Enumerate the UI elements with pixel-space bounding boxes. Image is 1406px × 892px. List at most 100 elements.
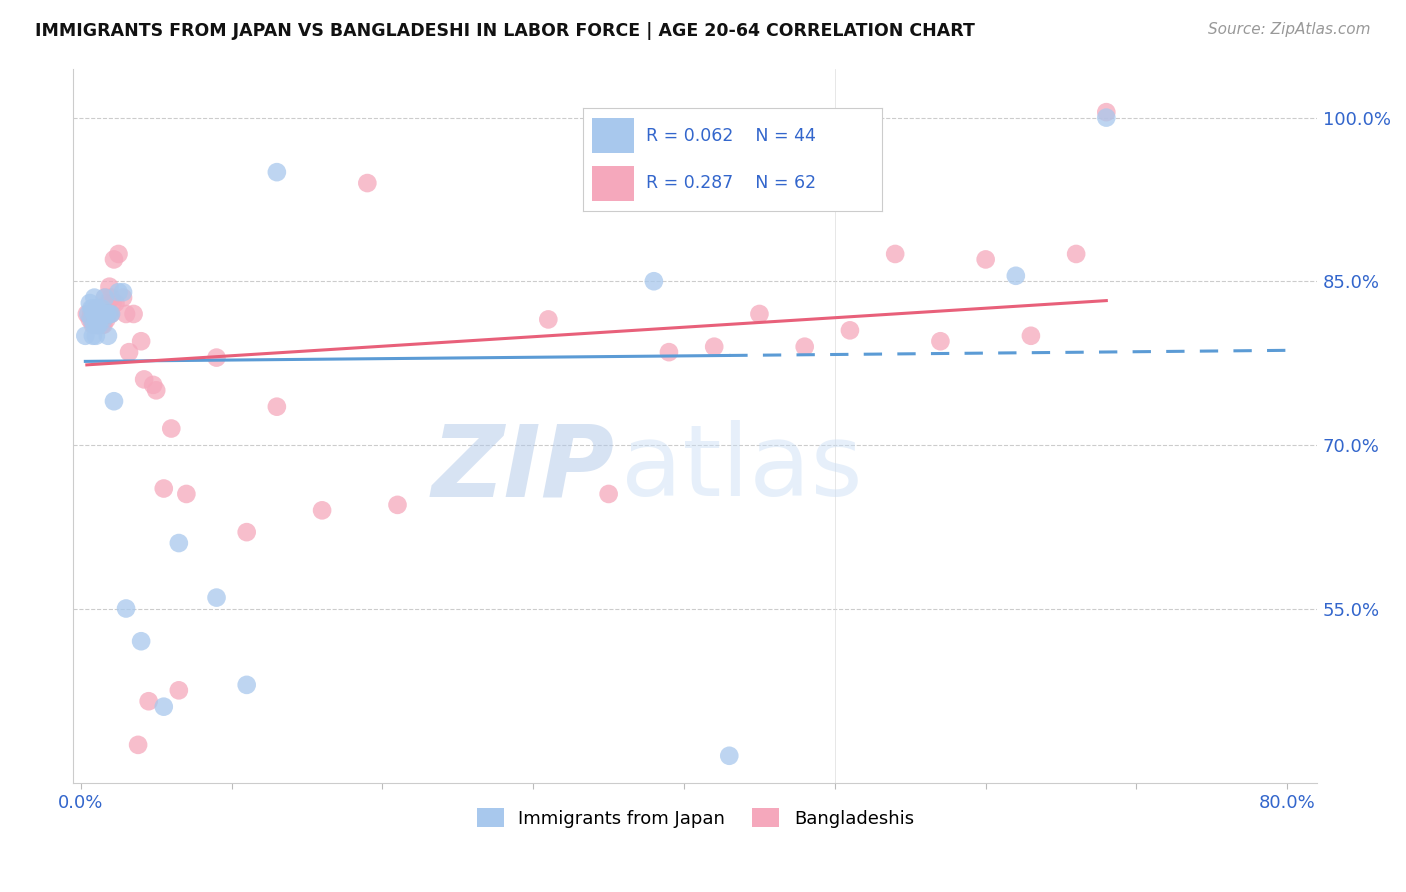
Point — [134, 372, 156, 386]
Point — [80, 312, 103, 326]
Point — [129, 634, 152, 648]
Point — [127, 738, 149, 752]
Point — [104, 296, 127, 310]
Point — [82, 328, 104, 343]
Point — [86, 318, 108, 332]
Point — [90, 307, 112, 321]
Point — [160, 421, 183, 435]
Point — [80, 307, 103, 321]
Point — [82, 318, 104, 332]
Point — [142, 377, 165, 392]
Point — [1095, 105, 1118, 120]
Point — [86, 318, 108, 332]
Point — [90, 301, 112, 316]
Point — [598, 487, 620, 501]
Point — [84, 312, 107, 326]
Point — [107, 285, 129, 300]
Point — [93, 307, 115, 321]
Point — [83, 307, 105, 321]
Point — [89, 312, 111, 326]
Point — [84, 328, 107, 343]
Text: IMMIGRANTS FROM JAPAN VS BANGLADESHI IN LABOR FORCE | AGE 20-64 CORRELATION CHAR: IMMIGRANTS FROM JAPAN VS BANGLADESHI IN … — [35, 22, 974, 40]
Point — [176, 487, 198, 501]
Point — [94, 291, 117, 305]
Point — [205, 591, 228, 605]
Point — [89, 307, 111, 321]
Point — [82, 301, 104, 316]
Point — [76, 307, 98, 321]
Point — [100, 291, 122, 305]
Point — [83, 318, 105, 332]
Point — [101, 296, 124, 310]
Point — [167, 536, 190, 550]
Point — [205, 351, 228, 365]
Point — [658, 345, 681, 359]
Point — [115, 601, 138, 615]
Point — [96, 307, 118, 321]
Point — [79, 296, 101, 310]
Point — [974, 252, 997, 267]
Point — [1019, 328, 1042, 343]
Text: Source: ZipAtlas.com: Source: ZipAtlas.com — [1208, 22, 1371, 37]
Point — [1064, 247, 1087, 261]
Point — [115, 307, 138, 321]
Point — [86, 301, 108, 316]
Point — [112, 291, 135, 305]
Point — [90, 307, 112, 321]
Legend: Immigrants from Japan, Bangladeshis: Immigrants from Japan, Bangladeshis — [470, 801, 921, 835]
Point — [93, 312, 115, 326]
Point — [718, 748, 741, 763]
Point — [112, 285, 135, 300]
Point — [90, 318, 112, 332]
Point — [89, 301, 111, 316]
Point — [96, 307, 118, 321]
Point — [97, 328, 120, 343]
Point — [839, 323, 862, 337]
Point — [87, 318, 110, 332]
Point — [643, 274, 665, 288]
Point — [537, 312, 560, 326]
Point — [84, 312, 107, 326]
Point — [167, 683, 190, 698]
Point — [235, 678, 257, 692]
Point — [80, 301, 103, 316]
Point — [94, 307, 117, 321]
Point — [87, 307, 110, 321]
Point — [97, 296, 120, 310]
Point — [793, 340, 815, 354]
Point — [75, 328, 97, 343]
Point — [152, 482, 174, 496]
Point — [266, 400, 288, 414]
Point — [266, 165, 288, 179]
Point — [97, 307, 120, 321]
Point — [83, 307, 105, 321]
Text: atlas: atlas — [620, 420, 862, 517]
Point — [929, 334, 952, 349]
Point — [87, 307, 110, 321]
Point — [98, 279, 121, 293]
Point — [703, 340, 725, 354]
Point — [311, 503, 333, 517]
Point — [93, 307, 115, 321]
Point — [87, 312, 110, 326]
Point — [1095, 111, 1118, 125]
Point — [100, 307, 122, 321]
Point — [1004, 268, 1026, 283]
Point — [129, 334, 152, 349]
Point — [83, 291, 105, 305]
Point — [122, 307, 145, 321]
Point — [884, 247, 907, 261]
Point — [152, 699, 174, 714]
Point — [107, 247, 129, 261]
Point — [145, 384, 167, 398]
Point — [748, 307, 770, 321]
Point — [86, 307, 108, 321]
Point — [79, 312, 101, 326]
Point — [235, 525, 257, 540]
Point — [96, 312, 118, 326]
Point — [118, 345, 141, 359]
Point — [387, 498, 409, 512]
Point — [89, 312, 111, 326]
Point — [94, 307, 117, 321]
Point — [77, 307, 100, 321]
